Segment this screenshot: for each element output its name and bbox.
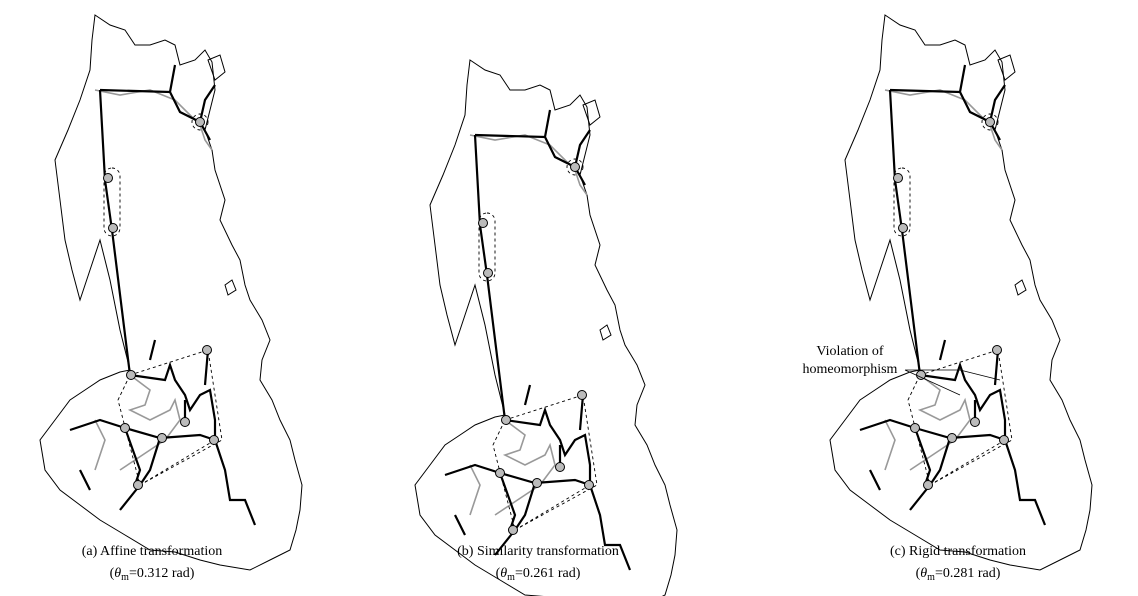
- map-affine: [40, 15, 302, 570]
- map-similarity: [415, 60, 677, 596]
- caption: (c) Rigid transformation: [890, 544, 1026, 559]
- measure-value: =0.281 rad): [935, 566, 1001, 581]
- figure: Violation of homeomorphism (a) Affine tr…: [0, 0, 1138, 596]
- measure: (θm=0.312 rad): [110, 566, 195, 583]
- map-rigid: [830, 15, 1092, 570]
- measure-value: =0.312 rad): [129, 566, 195, 581]
- measure: (θm=0.261 rad): [496, 566, 581, 583]
- caption: (a) Affine transformation: [82, 544, 222, 559]
- measure-value: =0.261 rad): [515, 566, 581, 581]
- caption: (b) Similarity transformation: [457, 544, 619, 559]
- captions: (a) Affine transformation (θm=0.312 rad) (…: [82, 544, 1026, 583]
- annotation: homeomorphism: [803, 362, 898, 377]
- annotation: Violation of: [816, 344, 884, 359]
- measure: (θm=0.281 rad): [916, 566, 1001, 583]
